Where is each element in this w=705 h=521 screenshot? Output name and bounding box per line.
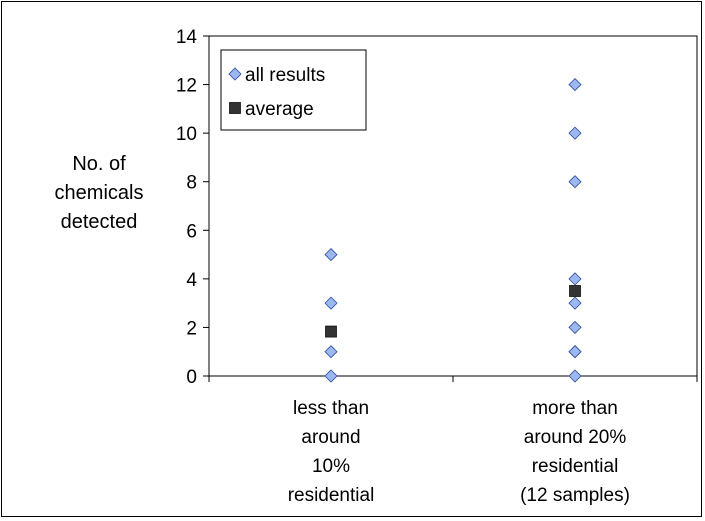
x-category-label-line: (12 samples) bbox=[520, 485, 630, 506]
data-points bbox=[324, 78, 582, 383]
legend-diamond-marker bbox=[228, 67, 242, 81]
all-results-point bbox=[568, 320, 582, 334]
y-tick-label: 6 bbox=[186, 221, 197, 242]
y-tick-label: 10 bbox=[176, 124, 197, 145]
all-results-point bbox=[568, 296, 582, 310]
legend-entry-label: all results bbox=[245, 65, 325, 86]
y-tick-label: 4 bbox=[186, 270, 197, 291]
legend: all results average bbox=[220, 49, 367, 131]
x-category-label-line: around bbox=[301, 427, 360, 448]
y-tick-label: 0 bbox=[186, 367, 197, 388]
all-results-point bbox=[568, 369, 582, 383]
y-axis-label-line: detected bbox=[61, 211, 138, 233]
x-category-label-line: residential bbox=[288, 485, 375, 506]
y-tick-label: 2 bbox=[186, 318, 197, 339]
x-category-label-line: residential bbox=[532, 456, 619, 477]
all-results-point bbox=[324, 248, 338, 262]
x-axis-category-labels: less than around 10% residential more than ar… bbox=[288, 398, 630, 506]
all-results-point bbox=[568, 78, 582, 92]
all-results-point bbox=[324, 345, 338, 359]
scatter-chart: No. of chemicals detected 0 2 4 6 8 10 12 14 le… bbox=[55, 27, 698, 506]
average-point bbox=[325, 325, 337, 338]
all-results-point bbox=[324, 369, 338, 383]
average-point bbox=[569, 285, 581, 297]
x-category-label-line: more than bbox=[532, 398, 618, 419]
all-results-point bbox=[568, 126, 582, 140]
legend-entry-label: average bbox=[245, 99, 314, 120]
x-category-label-line: around 20% bbox=[524, 427, 627, 448]
y-tick-label: 12 bbox=[176, 76, 197, 97]
y-axis-ticks: 0 2 4 6 8 10 12 14 bbox=[176, 27, 698, 388]
all-results-point bbox=[568, 175, 582, 189]
legend-box bbox=[220, 49, 367, 131]
y-tick-label: 8 bbox=[186, 173, 197, 194]
y-axis-label-line: No. of bbox=[72, 153, 126, 175]
all-results-point bbox=[568, 272, 582, 286]
legend-square-marker bbox=[229, 102, 241, 114]
x-category-label-line: less than bbox=[293, 398, 369, 419]
y-axis-label: No. of chemicals detected bbox=[55, 153, 144, 233]
all-results-point bbox=[568, 345, 582, 359]
y-axis-label-line: chemicals bbox=[55, 182, 144, 204]
y-tick-label: 14 bbox=[176, 27, 198, 48]
all-results-point bbox=[324, 296, 338, 310]
x-category-label-line: 10% bbox=[312, 456, 350, 477]
